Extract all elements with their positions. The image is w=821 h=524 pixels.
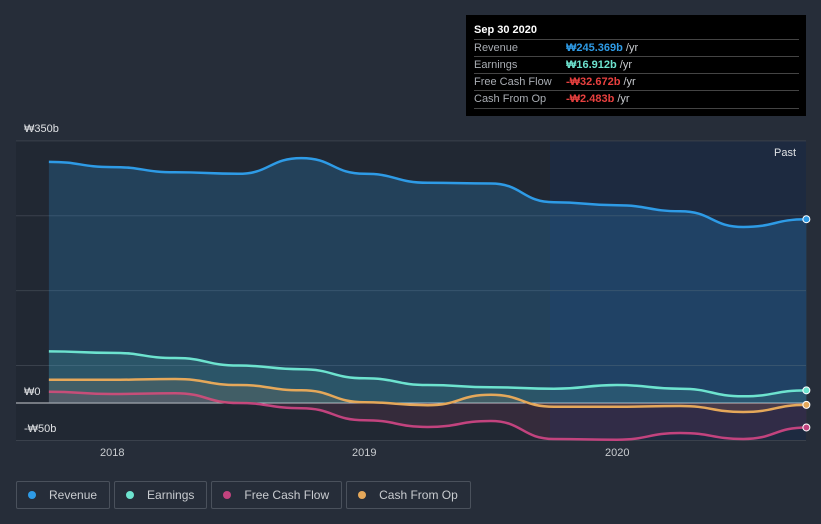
y-tick-0: ₩0 bbox=[24, 386, 41, 398]
series-end-point bbox=[802, 215, 811, 224]
y-tick-350: ₩350b bbox=[24, 123, 59, 135]
tooltip-unit: /yr bbox=[614, 93, 630, 105]
series-area-2 bbox=[48, 391, 807, 440]
series-line-revenue bbox=[48, 156, 807, 229]
series-line-earnings bbox=[48, 350, 807, 398]
legend-revenue[interactable]: Revenue bbox=[16, 481, 111, 509]
legend: Revenue Earnings Free Cash Flow Cash Fro… bbox=[16, 481, 471, 509]
legend-cash-from-op[interactable]: Cash From Op bbox=[346, 481, 471, 509]
series-area-3 bbox=[48, 379, 807, 412]
tooltip-row-revenue: Revenue ₩245.369b /yr bbox=[474, 39, 799, 57]
tooltip-value: ₩245.369b bbox=[566, 42, 623, 54]
past-label: Past bbox=[774, 147, 797, 159]
cfo-dot-icon bbox=[358, 491, 367, 499]
tooltip-unit: /yr bbox=[620, 76, 636, 88]
x-tick-2018: 2018 bbox=[100, 447, 125, 459]
tooltip-row-fcf: Free Cash Flow -₩32.672b /yr bbox=[474, 73, 799, 91]
series-area-0 bbox=[48, 158, 807, 403]
legend-label: Free Cash Flow bbox=[244, 488, 330, 502]
tooltip-label: Revenue bbox=[474, 42, 519, 54]
series-end-point bbox=[802, 423, 811, 432]
series-area-1 bbox=[48, 351, 807, 403]
earnings-dot-icon bbox=[126, 491, 135, 499]
tooltip-value: ₩16.912b bbox=[566, 59, 617, 71]
x-tick-2020: 2020 bbox=[605, 447, 630, 459]
tooltip-label: Earnings bbox=[474, 59, 518, 71]
fcf-dot-icon bbox=[223, 491, 232, 499]
series-line-free-cash-flow bbox=[48, 390, 807, 441]
legend-earnings[interactable]: Earnings bbox=[114, 481, 208, 509]
series-end-point bbox=[802, 400, 811, 409]
series-line-cash-from-op bbox=[48, 377, 807, 414]
tooltip-row-earnings: Earnings ₩16.912b /yr bbox=[474, 56, 799, 74]
legend-label: Cash From Op bbox=[379, 488, 458, 502]
legend-label: Earnings bbox=[147, 488, 195, 502]
tooltip-label: Cash From Op bbox=[474, 93, 547, 105]
series-end-point bbox=[802, 386, 811, 395]
tooltip-unit: /yr bbox=[622, 42, 639, 54]
revenue-dot-icon bbox=[28, 491, 36, 499]
tooltip-date: Sep 30 2020 bbox=[474, 24, 537, 36]
tooltip-value: -₩2.483b bbox=[566, 93, 615, 105]
tooltip-row-cfo: Cash From Op -₩2.483b /yr bbox=[474, 90, 799, 109]
y-tick-neg50: -₩50b bbox=[24, 423, 57, 435]
tooltip-label: Free Cash Flow bbox=[474, 76, 552, 88]
legend-free-cash-flow[interactable]: Free Cash Flow bbox=[211, 481, 343, 509]
tooltip: Sep 30 2020 Revenue ₩245.369b /yr Earning… bbox=[466, 15, 806, 116]
chart-area bbox=[16, 140, 811, 441]
x-tick-2019: 2019 bbox=[352, 447, 377, 459]
tooltip-value: -₩32.672b bbox=[566, 76, 621, 88]
legend-label: Revenue bbox=[49, 488, 98, 502]
tooltip-unit: /yr bbox=[616, 59, 633, 71]
